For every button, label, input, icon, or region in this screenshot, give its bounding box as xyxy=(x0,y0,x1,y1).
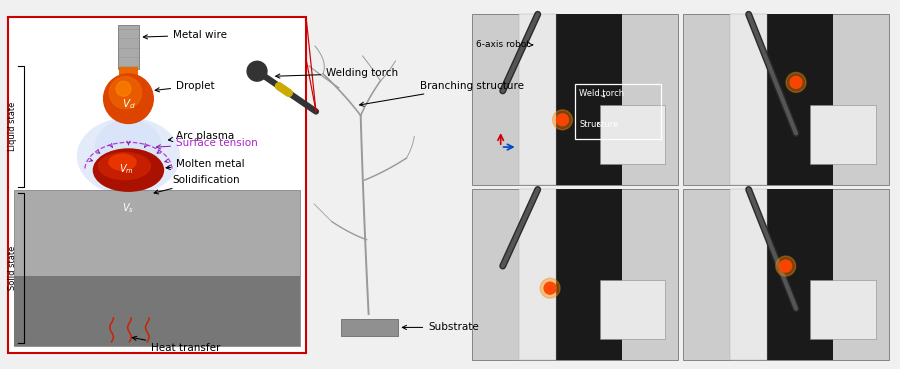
Text: Liquid state: Liquid state xyxy=(8,102,17,151)
Circle shape xyxy=(776,256,796,276)
FancyBboxPatch shape xyxy=(472,14,678,184)
FancyBboxPatch shape xyxy=(730,14,767,184)
FancyBboxPatch shape xyxy=(810,280,877,339)
Text: $V_m$: $V_m$ xyxy=(119,162,134,176)
FancyBboxPatch shape xyxy=(118,25,140,69)
Circle shape xyxy=(790,76,802,88)
Circle shape xyxy=(779,260,792,272)
Text: Droplet: Droplet xyxy=(155,81,215,92)
Text: Branching structure: Branching structure xyxy=(360,81,524,106)
FancyBboxPatch shape xyxy=(741,14,833,184)
FancyBboxPatch shape xyxy=(14,190,300,346)
FancyBboxPatch shape xyxy=(519,14,556,184)
FancyBboxPatch shape xyxy=(529,189,622,360)
Text: $V_s$: $V_s$ xyxy=(122,201,134,215)
FancyBboxPatch shape xyxy=(8,17,306,353)
Text: $V_d$: $V_d$ xyxy=(122,97,135,110)
Ellipse shape xyxy=(93,148,164,192)
Text: Arc plasma: Arc plasma xyxy=(168,131,234,142)
Circle shape xyxy=(786,72,806,92)
Text: Surface tension: Surface tension xyxy=(157,138,257,149)
FancyBboxPatch shape xyxy=(519,189,556,360)
FancyBboxPatch shape xyxy=(14,276,300,346)
Circle shape xyxy=(109,77,141,109)
Circle shape xyxy=(116,81,130,96)
Polygon shape xyxy=(120,69,138,77)
FancyBboxPatch shape xyxy=(683,14,888,184)
Text: Metal wire: Metal wire xyxy=(143,30,227,40)
Circle shape xyxy=(248,61,267,81)
Circle shape xyxy=(544,282,556,294)
Text: Molten metal: Molten metal xyxy=(166,159,245,169)
FancyBboxPatch shape xyxy=(741,189,833,360)
FancyBboxPatch shape xyxy=(683,189,888,360)
Circle shape xyxy=(553,110,572,130)
FancyBboxPatch shape xyxy=(341,319,399,336)
Text: Substrate: Substrate xyxy=(402,323,479,332)
Text: Heat transfer: Heat transfer xyxy=(132,336,220,353)
FancyBboxPatch shape xyxy=(119,67,139,77)
Text: Solid state: Solid state xyxy=(8,246,17,290)
Circle shape xyxy=(540,278,560,298)
Text: Structure: Structure xyxy=(579,120,618,130)
FancyBboxPatch shape xyxy=(529,14,622,184)
Text: Welding torch: Welding torch xyxy=(275,68,399,78)
Text: Solidification: Solidification xyxy=(154,175,239,194)
Ellipse shape xyxy=(108,154,137,171)
Circle shape xyxy=(104,74,153,124)
FancyBboxPatch shape xyxy=(472,189,678,360)
FancyBboxPatch shape xyxy=(810,104,877,164)
Ellipse shape xyxy=(98,152,151,180)
FancyBboxPatch shape xyxy=(730,189,767,360)
Circle shape xyxy=(556,114,569,126)
FancyBboxPatch shape xyxy=(599,280,665,339)
Ellipse shape xyxy=(94,119,162,173)
Text: Weld torch: Weld torch xyxy=(579,89,625,99)
Text: 6-axis robot: 6-axis robot xyxy=(476,41,533,49)
Ellipse shape xyxy=(76,117,180,195)
FancyBboxPatch shape xyxy=(599,104,665,164)
